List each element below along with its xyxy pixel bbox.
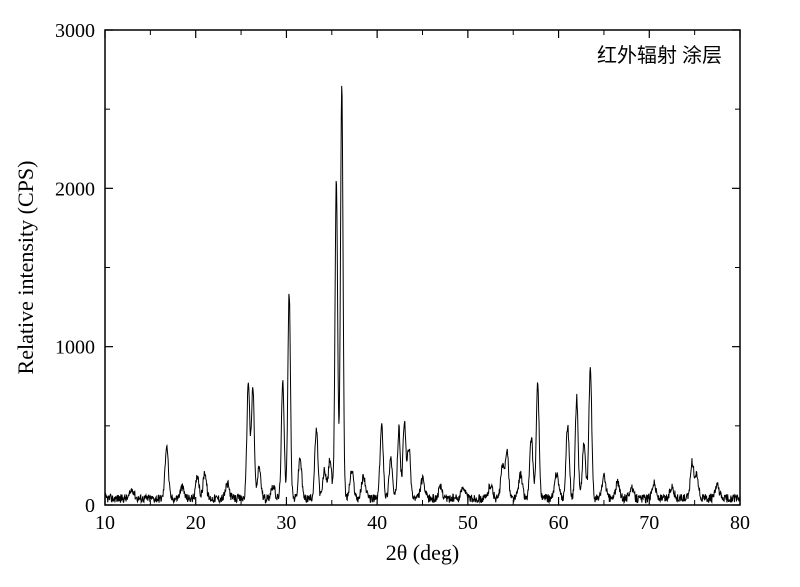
x-axis-label: 2θ (deg) xyxy=(386,540,459,565)
y-axis-label: Relative intensity (CPS) xyxy=(13,161,38,375)
y-tick-label: 0 xyxy=(85,495,95,517)
x-tick-label: 10 xyxy=(95,512,115,534)
x-tick-label: 30 xyxy=(276,512,296,534)
y-tick-label: 1000 xyxy=(55,337,95,359)
x-tick-label: 40 xyxy=(367,512,387,534)
chart-svg: 10 20 30 40 50 60 70 80 0 1000 2000 3000 2θ (deg) Rel… xyxy=(0,0,800,587)
x-tick-label: 70 xyxy=(639,512,659,534)
x-tick-label: 80 xyxy=(730,512,750,534)
chart-legend-label: 红外辐射 涂层 xyxy=(597,44,722,67)
x-tick-label: 50 xyxy=(458,512,478,534)
y-tick-label: 3000 xyxy=(55,20,95,42)
x-tick-label: 20 xyxy=(186,512,206,534)
y-tick-label: 2000 xyxy=(55,178,95,200)
x-tick-label: 60 xyxy=(549,512,569,534)
xrd-chart: 10 20 30 40 50 60 70 80 0 1000 2000 3000 2θ (deg) Rel… xyxy=(0,0,800,587)
